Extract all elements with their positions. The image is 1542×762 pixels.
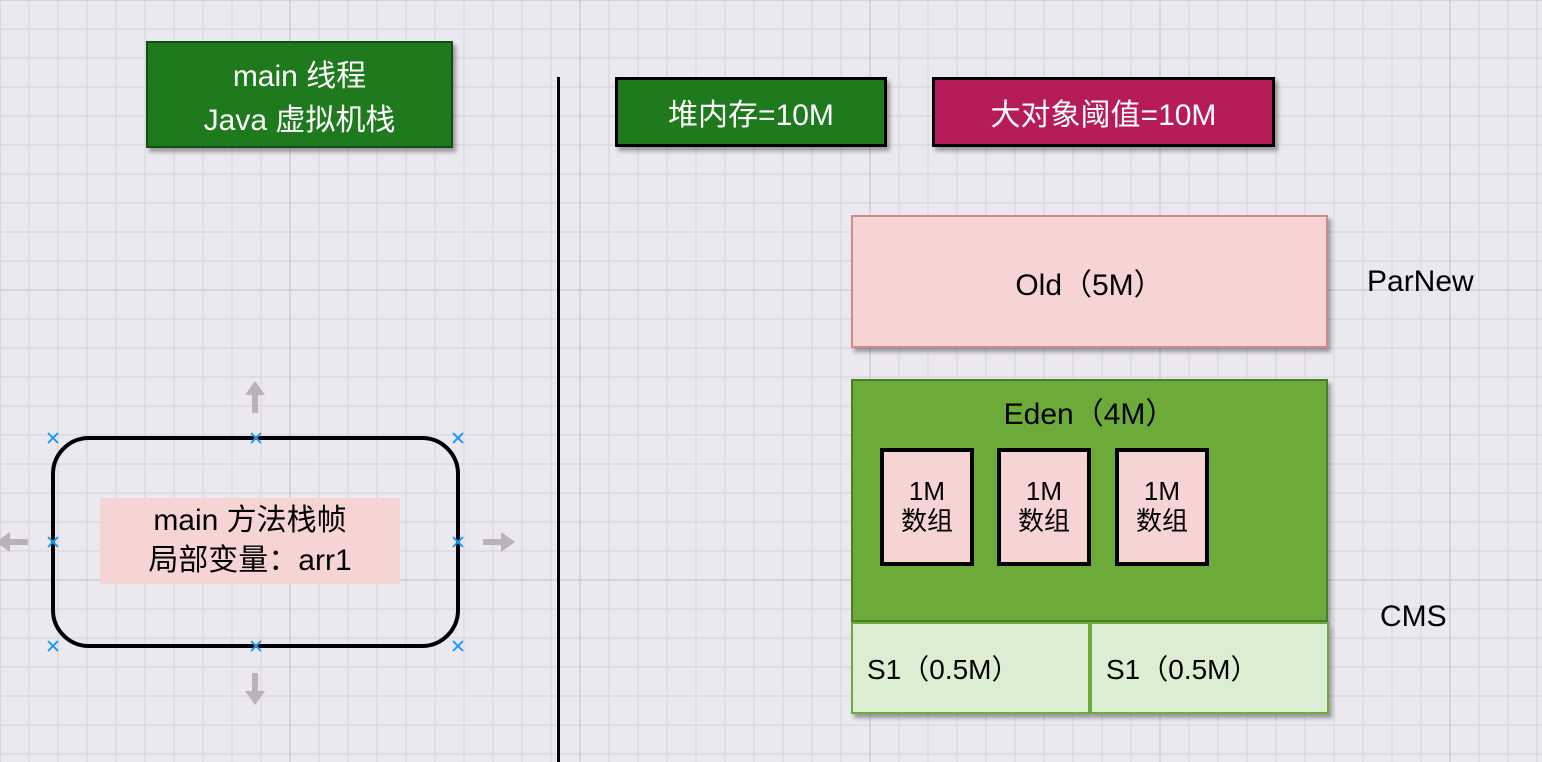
vertical-divider	[557, 77, 560, 762]
survivor-box: S1（0.5M）	[1090, 622, 1329, 714]
stack-header-box: main 线程 Java 虚拟机栈	[146, 41, 453, 148]
parnew-label: ParNew	[1367, 265, 1474, 299]
eden-label: Eden（4M）	[853, 389, 1326, 433]
cms-label: CMS	[1380, 600, 1447, 634]
heap-size-box: 堆内存=10M	[615, 77, 887, 147]
old-generation-box: Old（5M）	[851, 215, 1328, 348]
stack-frame-label: main 方法栈帧 局部变量：arr1	[100, 498, 400, 584]
eden-array-block: 1M 数组	[880, 448, 974, 566]
survivor-box: S1（0.5M）	[851, 622, 1090, 714]
eden-array-block: 1M 数组	[1115, 448, 1209, 566]
eden-array-block: 1M 数组	[997, 448, 1091, 566]
large-object-threshold-box: 大对象阈值=10M	[932, 77, 1275, 147]
